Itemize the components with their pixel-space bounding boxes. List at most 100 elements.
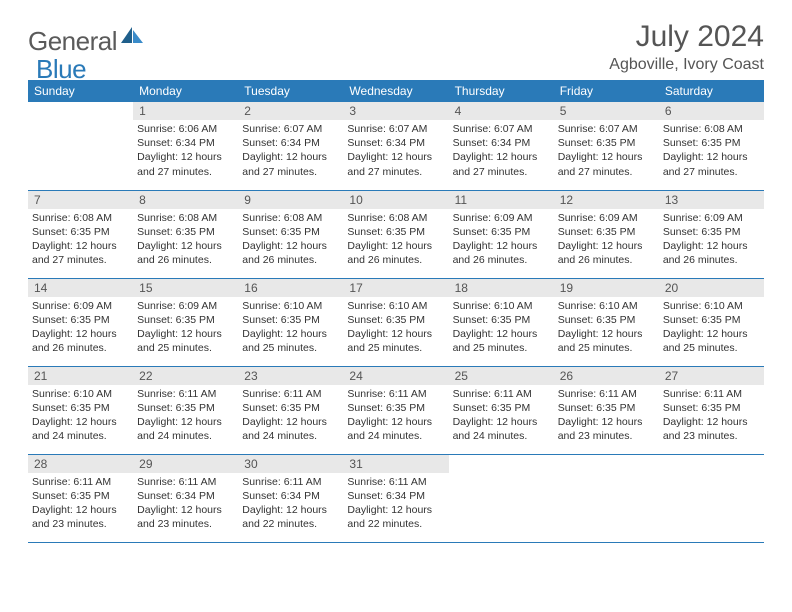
calendar-cell: 14Sunrise: 6:09 AMSunset: 6:35 PMDayligh… xyxy=(28,278,133,366)
day-number: 24 xyxy=(343,367,448,385)
calendar-cell: 15Sunrise: 6:09 AMSunset: 6:35 PMDayligh… xyxy=(133,278,238,366)
day-content: Sunrise: 6:11 AMSunset: 6:35 PMDaylight:… xyxy=(133,385,238,448)
day-content: Sunrise: 6:10 AMSunset: 6:35 PMDaylight:… xyxy=(659,297,764,360)
day-content: Sunrise: 6:11 AMSunset: 6:34 PMDaylight:… xyxy=(238,473,343,536)
calendar-cell: 1Sunrise: 6:06 AMSunset: 6:34 PMDaylight… xyxy=(133,102,238,190)
day-number: 20 xyxy=(659,279,764,297)
day-content: Sunrise: 6:10 AMSunset: 6:35 PMDaylight:… xyxy=(449,297,554,360)
day-number: 31 xyxy=(343,455,448,473)
calendar-week-row: 1Sunrise: 6:06 AMSunset: 6:34 PMDaylight… xyxy=(28,102,764,190)
calendar-table: SundayMondayTuesdayWednesdayThursdayFrid… xyxy=(28,80,764,543)
calendar-cell: 21Sunrise: 6:10 AMSunset: 6:35 PMDayligh… xyxy=(28,366,133,454)
day-number: 1 xyxy=(133,102,238,120)
calendar-cell: 25Sunrise: 6:11 AMSunset: 6:35 PMDayligh… xyxy=(449,366,554,454)
day-content: Sunrise: 6:06 AMSunset: 6:34 PMDaylight:… xyxy=(133,120,238,183)
day-number: 15 xyxy=(133,279,238,297)
calendar-cell: 27Sunrise: 6:11 AMSunset: 6:35 PMDayligh… xyxy=(659,366,764,454)
day-number: 3 xyxy=(343,102,448,120)
calendar-cell: 17Sunrise: 6:10 AMSunset: 6:35 PMDayligh… xyxy=(343,278,448,366)
calendar-body: 1Sunrise: 6:06 AMSunset: 6:34 PMDaylight… xyxy=(28,102,764,542)
day-content: Sunrise: 6:11 AMSunset: 6:35 PMDaylight:… xyxy=(659,385,764,448)
day-number: 2 xyxy=(238,102,343,120)
day-number: 21 xyxy=(28,367,133,385)
calendar-cell: 10Sunrise: 6:08 AMSunset: 6:35 PMDayligh… xyxy=(343,190,448,278)
day-content: Sunrise: 6:07 AMSunset: 6:34 PMDaylight:… xyxy=(343,120,448,183)
calendar-cell: 29Sunrise: 6:11 AMSunset: 6:34 PMDayligh… xyxy=(133,454,238,542)
day-content: Sunrise: 6:09 AMSunset: 6:35 PMDaylight:… xyxy=(28,297,133,360)
calendar-cell: 31Sunrise: 6:11 AMSunset: 6:34 PMDayligh… xyxy=(343,454,448,542)
calendar-cell: 30Sunrise: 6:11 AMSunset: 6:34 PMDayligh… xyxy=(238,454,343,542)
calendar-week-row: 7Sunrise: 6:08 AMSunset: 6:35 PMDaylight… xyxy=(28,190,764,278)
calendar-cell: 2Sunrise: 6:07 AMSunset: 6:34 PMDaylight… xyxy=(238,102,343,190)
calendar-cell: 6Sunrise: 6:08 AMSunset: 6:35 PMDaylight… xyxy=(659,102,764,190)
day-content: Sunrise: 6:09 AMSunset: 6:35 PMDaylight:… xyxy=(449,209,554,272)
month-title: July 2024 xyxy=(609,20,764,54)
calendar-cell: 8Sunrise: 6:08 AMSunset: 6:35 PMDaylight… xyxy=(133,190,238,278)
day-content: Sunrise: 6:11 AMSunset: 6:34 PMDaylight:… xyxy=(343,473,448,536)
day-content: Sunrise: 6:08 AMSunset: 6:35 PMDaylight:… xyxy=(28,209,133,272)
location: Agboville, Ivory Coast xyxy=(609,56,764,74)
day-number: 8 xyxy=(133,191,238,209)
day-content: Sunrise: 6:10 AMSunset: 6:35 PMDaylight:… xyxy=(343,297,448,360)
calendar-cell: 7Sunrise: 6:08 AMSunset: 6:35 PMDaylight… xyxy=(28,190,133,278)
calendar-cell xyxy=(554,454,659,542)
day-content: Sunrise: 6:08 AMSunset: 6:35 PMDaylight:… xyxy=(343,209,448,272)
day-number: 5 xyxy=(554,102,659,120)
calendar-cell xyxy=(28,102,133,190)
day-number: 18 xyxy=(449,279,554,297)
day-number: 19 xyxy=(554,279,659,297)
calendar-cell: 20Sunrise: 6:10 AMSunset: 6:35 PMDayligh… xyxy=(659,278,764,366)
day-content: Sunrise: 6:07 AMSunset: 6:35 PMDaylight:… xyxy=(554,120,659,183)
logo-sail-icon xyxy=(121,27,143,48)
calendar-cell: 18Sunrise: 6:10 AMSunset: 6:35 PMDayligh… xyxy=(449,278,554,366)
day-number: 29 xyxy=(133,455,238,473)
day-number: 16 xyxy=(238,279,343,297)
calendar-cell: 3Sunrise: 6:07 AMSunset: 6:34 PMDaylight… xyxy=(343,102,448,190)
day-content: Sunrise: 6:08 AMSunset: 6:35 PMDaylight:… xyxy=(659,120,764,183)
day-content: Sunrise: 6:07 AMSunset: 6:34 PMDaylight:… xyxy=(449,120,554,183)
calendar-cell xyxy=(659,454,764,542)
calendar-head: SundayMondayTuesdayWednesdayThursdayFrid… xyxy=(28,80,764,102)
day-number: 14 xyxy=(28,279,133,297)
calendar-cell: 22Sunrise: 6:11 AMSunset: 6:35 PMDayligh… xyxy=(133,366,238,454)
day-number: 7 xyxy=(28,191,133,209)
day-content: Sunrise: 6:09 AMSunset: 6:35 PMDaylight:… xyxy=(133,297,238,360)
day-content: Sunrise: 6:08 AMSunset: 6:35 PMDaylight:… xyxy=(133,209,238,272)
day-header: Friday xyxy=(554,80,659,102)
day-number: 22 xyxy=(133,367,238,385)
day-number: 30 xyxy=(238,455,343,473)
day-number: 12 xyxy=(554,191,659,209)
day-content: Sunrise: 6:10 AMSunset: 6:35 PMDaylight:… xyxy=(554,297,659,360)
calendar-cell: 24Sunrise: 6:11 AMSunset: 6:35 PMDayligh… xyxy=(343,366,448,454)
day-number: 13 xyxy=(659,191,764,209)
logo-text-blue: Blue xyxy=(36,54,86,85)
title-block: July 2024 Agboville, Ivory Coast xyxy=(609,20,764,74)
day-number xyxy=(659,455,764,473)
day-header: Tuesday xyxy=(238,80,343,102)
calendar-cell: 9Sunrise: 6:08 AMSunset: 6:35 PMDaylight… xyxy=(238,190,343,278)
logo: General xyxy=(28,20,145,57)
day-number: 9 xyxy=(238,191,343,209)
day-content: Sunrise: 6:07 AMSunset: 6:34 PMDaylight:… xyxy=(238,120,343,183)
day-header: Monday xyxy=(133,80,238,102)
calendar-cell: 11Sunrise: 6:09 AMSunset: 6:35 PMDayligh… xyxy=(449,190,554,278)
calendar-cell: 16Sunrise: 6:10 AMSunset: 6:35 PMDayligh… xyxy=(238,278,343,366)
logo-text-general: General xyxy=(28,26,117,57)
day-content: Sunrise: 6:09 AMSunset: 6:35 PMDaylight:… xyxy=(659,209,764,272)
day-number xyxy=(554,455,659,473)
day-content: Sunrise: 6:10 AMSunset: 6:35 PMDaylight:… xyxy=(28,385,133,448)
day-number: 28 xyxy=(28,455,133,473)
day-content: Sunrise: 6:11 AMSunset: 6:35 PMDaylight:… xyxy=(449,385,554,448)
calendar-cell: 12Sunrise: 6:09 AMSunset: 6:35 PMDayligh… xyxy=(554,190,659,278)
day-header: Wednesday xyxy=(343,80,448,102)
day-number: 26 xyxy=(554,367,659,385)
calendar-cell: 26Sunrise: 6:11 AMSunset: 6:35 PMDayligh… xyxy=(554,366,659,454)
day-content: Sunrise: 6:11 AMSunset: 6:35 PMDaylight:… xyxy=(343,385,448,448)
day-number: 27 xyxy=(659,367,764,385)
calendar-cell: 23Sunrise: 6:11 AMSunset: 6:35 PMDayligh… xyxy=(238,366,343,454)
day-content: Sunrise: 6:11 AMSunset: 6:34 PMDaylight:… xyxy=(133,473,238,536)
calendar-cell: 5Sunrise: 6:07 AMSunset: 6:35 PMDaylight… xyxy=(554,102,659,190)
day-content: Sunrise: 6:10 AMSunset: 6:35 PMDaylight:… xyxy=(238,297,343,360)
day-number: 10 xyxy=(343,191,448,209)
day-header: Saturday xyxy=(659,80,764,102)
